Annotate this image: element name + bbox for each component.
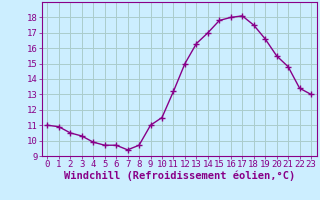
X-axis label: Windchill (Refroidissement éolien,°C): Windchill (Refroidissement éolien,°C) bbox=[64, 171, 295, 181]
